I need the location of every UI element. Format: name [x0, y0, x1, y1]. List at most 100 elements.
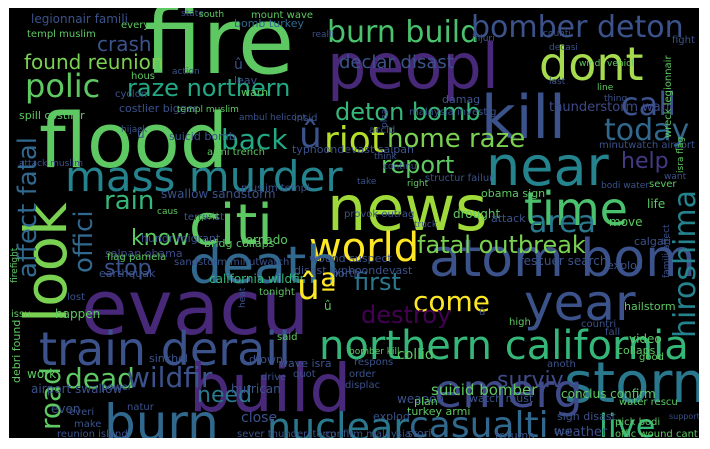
word-sign-disast: sign disast [557, 410, 616, 423]
word-water-rescu: water rescu [619, 397, 678, 408]
word-death: death [189, 236, 340, 296]
word-debri-found: debri found [10, 319, 23, 383]
word-wind: wind [579, 59, 601, 69]
word-wreck-legionnair: wreck legionnair [663, 55, 674, 138]
word-life: life [647, 197, 666, 211]
word-area: area [529, 205, 596, 240]
word-good: good [639, 352, 664, 363]
word-cyclon: cyclon [115, 89, 148, 100]
word-sever: sever [649, 179, 677, 190]
word-anoth: anoth [547, 359, 576, 370]
word-know: know [131, 226, 190, 251]
word-templ-muslim-2: templ muslim [177, 105, 239, 115]
word-accid: accid [369, 125, 396, 136]
word-drive: drive [261, 372, 287, 383]
word-disast-typhoondevast: disast typhoondevast [294, 264, 413, 277]
word-lost: lost [67, 292, 86, 303]
word-collid: collid [397, 347, 434, 363]
word-everi: everi [69, 407, 95, 418]
word-hurrican: hurrican [231, 382, 281, 396]
word-legionnair-famili: legionnair famili [31, 12, 128, 26]
word-insid: insid [294, 113, 318, 124]
word-close: close [241, 410, 278, 426]
word-thunderstorm-warn: thunderstorm warn [549, 100, 675, 115]
word-ambul-helicopt: ambul helicopt [239, 113, 306, 123]
word-part: part [201, 212, 220, 222]
word-mass-murder: mass murder [65, 152, 343, 201]
word-tornado: tornado [241, 233, 288, 247]
word-costlier-bigger: costlier bigger [119, 102, 199, 115]
word-right: right [407, 179, 429, 189]
word-suicid-bomber: suicid bomber [431, 381, 538, 399]
word-action: action [172, 67, 200, 77]
word-collaps: collaps [617, 344, 656, 357]
word-even: even [51, 402, 81, 416]
word-found-reunion: found reunion [24, 50, 164, 74]
word-realli: realli [312, 30, 335, 40]
word-bomb-turkey: bomb turkey [234, 17, 304, 30]
word-injuri: injuri [472, 34, 495, 44]
word-move: move [609, 215, 643, 229]
word-u-glyph-2: û [234, 57, 243, 73]
word-fatal-outbreak: fatal outbreak [417, 231, 586, 259]
word-fight: fight [672, 35, 695, 46]
word-conclus-confirm: conclus confirm [561, 387, 656, 401]
word-support: support [669, 412, 699, 421]
word-typhoondevast-saipan: typhoondevast saipan [292, 143, 414, 156]
word-bomber-kill: bomber kill [349, 347, 400, 357]
word-weapon: weapon [397, 392, 445, 406]
word-want: want [664, 172, 687, 182]
word-sever-thunderstorm: sever thunderstorm [237, 429, 337, 439]
word-u-glyph-5: û [479, 307, 486, 318]
word-plea: plea [380, 108, 390, 128]
word-near: near [486, 135, 609, 198]
word-fatal: fatal [554, 427, 572, 436]
word-riot: riot [324, 120, 385, 161]
word-hijack: hijack [121, 125, 148, 135]
word-armi-trench: armi trench [207, 147, 265, 158]
word-think: think [374, 152, 397, 162]
word-caus: caus [157, 207, 178, 217]
word-flag-pamela: flag pamela [107, 252, 167, 263]
word-time: time [524, 182, 628, 236]
word-bodi-water: bodi water [601, 181, 649, 191]
word-rescuer-search: rescuer search [519, 254, 608, 268]
word-provok-outrag: provok outrag [344, 209, 415, 220]
word-evacu: evacu [81, 263, 310, 352]
word-pick-bodi: pick bodi [615, 417, 661, 428]
word-dead: dead [65, 362, 135, 395]
word-stop: stop [104, 256, 152, 281]
word-tonight: tonight [259, 287, 295, 298]
word-wave-isra: wave isra [279, 357, 332, 370]
word-truck: truck [414, 220, 438, 230]
word-counti: counti [543, 29, 571, 39]
word-hundr-migrant: hundr migrant [141, 232, 221, 245]
word-raze-northern: raze northern [127, 74, 291, 102]
word-hailstorm: hailstorm [624, 300, 676, 313]
word-watch-must: watch must [469, 392, 534, 405]
word-build: build [189, 350, 352, 427]
word-report: report [381, 151, 455, 179]
word-emerg: emerg [434, 364, 583, 418]
word-video: video [629, 332, 662, 346]
word-bomber-deton: bomber deton [471, 10, 684, 45]
word-cloud-canvas: fire peopl flood dont kill news near mas… [9, 8, 699, 438]
word-turkey-armi: turkey armi [407, 405, 471, 418]
word-decasi: decasi [549, 43, 578, 53]
word-suicid-bomb: suicid bomb [169, 130, 236, 143]
word-north: north [331, 267, 361, 280]
word-today: today [604, 113, 690, 148]
word-attack-muslim: attack muslim [19, 159, 84, 169]
word-heat: heat [238, 287, 248, 308]
word-northern-california: northern california [319, 323, 689, 369]
word-plan: plan [414, 395, 438, 408]
word-terrorist: terrorist [184, 212, 225, 223]
word-sinkhol: sinkhol [149, 352, 188, 365]
word-south: south [199, 10, 225, 20]
word-drought: drought [453, 207, 501, 221]
word-make: make [74, 419, 102, 430]
word-hous: hous [131, 71, 156, 82]
word-swallow-sandstorm: swallow sandstorm [161, 187, 276, 201]
word-offic-wound-cant: offic wound cant [615, 429, 698, 439]
word-structur-failur: structur failur [425, 173, 494, 184]
